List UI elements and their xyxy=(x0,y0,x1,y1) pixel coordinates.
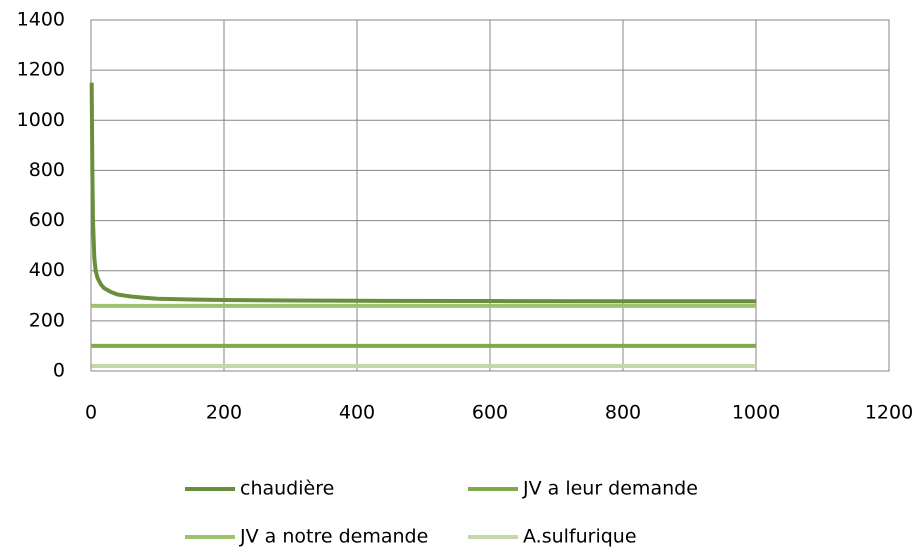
x-tick-label: 800 xyxy=(605,402,641,424)
legend-label: A.sulfurique xyxy=(523,526,637,548)
x-tick-label: 1000 xyxy=(732,402,780,424)
x-tick-label: 0 xyxy=(85,402,97,424)
y-tick-label: 600 xyxy=(29,209,65,231)
y-tick-label: 200 xyxy=(29,309,65,331)
y-tick-label: 1200 xyxy=(17,59,65,81)
y-tick-label: 1400 xyxy=(17,9,65,31)
y-tick-label: 0 xyxy=(53,360,65,382)
series-line xyxy=(89,82,756,304)
y-tick-label: 800 xyxy=(29,159,65,181)
legend-label: JV a notre demande xyxy=(239,526,428,548)
y-tick-label: 400 xyxy=(29,259,65,281)
x-tick-label: 600 xyxy=(472,402,508,424)
x-tick-label: 1200 xyxy=(865,402,913,424)
legend-label: chaudière xyxy=(240,478,334,500)
y-tick-label: 1000 xyxy=(17,109,65,131)
x-tick-label: 200 xyxy=(206,402,242,424)
legend-label: JV a leur demande xyxy=(522,478,698,500)
x-tick-label: 400 xyxy=(339,402,375,424)
